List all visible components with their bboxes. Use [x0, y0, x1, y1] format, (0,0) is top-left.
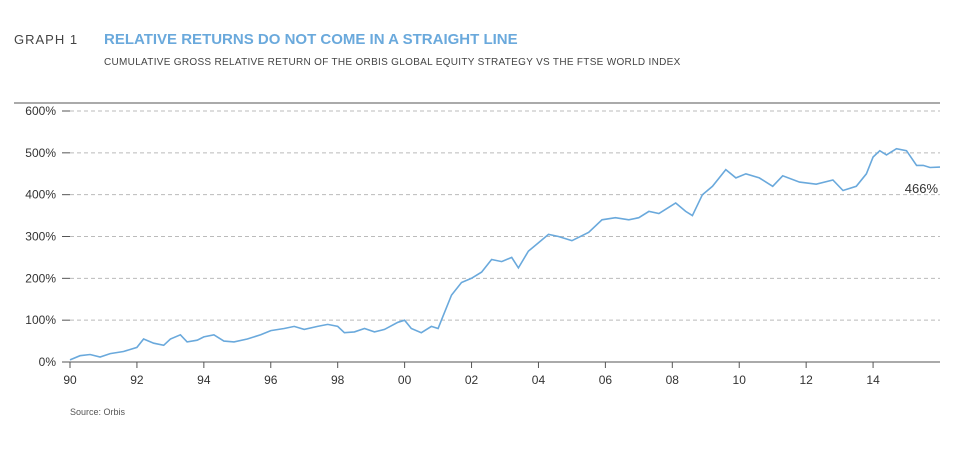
x-tick-label: 04 — [532, 373, 546, 387]
y-tick-label: 200% — [25, 271, 56, 285]
x-tick-label: 06 — [599, 373, 613, 387]
x-tick-label: 00 — [398, 373, 412, 387]
x-tick-label: 90 — [63, 373, 77, 387]
y-tick-label: 500% — [25, 146, 56, 160]
y-tick-label: 300% — [25, 230, 56, 244]
x-tick-label: 98 — [331, 373, 345, 387]
x-tick-label: 14 — [866, 373, 880, 387]
chart-subtitle: CUMULATIVE GROSS RELATIVE RETURN OF THE … — [104, 57, 681, 68]
graph-label: GRAPH 1 — [14, 32, 78, 47]
end-label: 466% — [905, 181, 939, 196]
x-tick-label: 02 — [465, 373, 479, 387]
y-tick-label: 600% — [25, 104, 56, 118]
x-tick-label: 92 — [130, 373, 144, 387]
x-tick-label: 10 — [733, 373, 747, 387]
line-series — [69, 147, 941, 361]
x-tick-label: 96 — [264, 373, 278, 387]
x-tick-label: 94 — [197, 373, 211, 387]
y-tick-label: 0% — [39, 355, 57, 369]
source: Source: Orbis — [70, 407, 126, 417]
chart-title: RELATIVE RETURNS DO NOT COME IN A STRAIG… — [104, 31, 518, 48]
y-tick-label: 100% — [25, 313, 56, 327]
y-tick-label: 400% — [25, 188, 56, 202]
x-tick-label: 08 — [666, 373, 680, 387]
x-tick-label: 12 — [799, 373, 813, 387]
